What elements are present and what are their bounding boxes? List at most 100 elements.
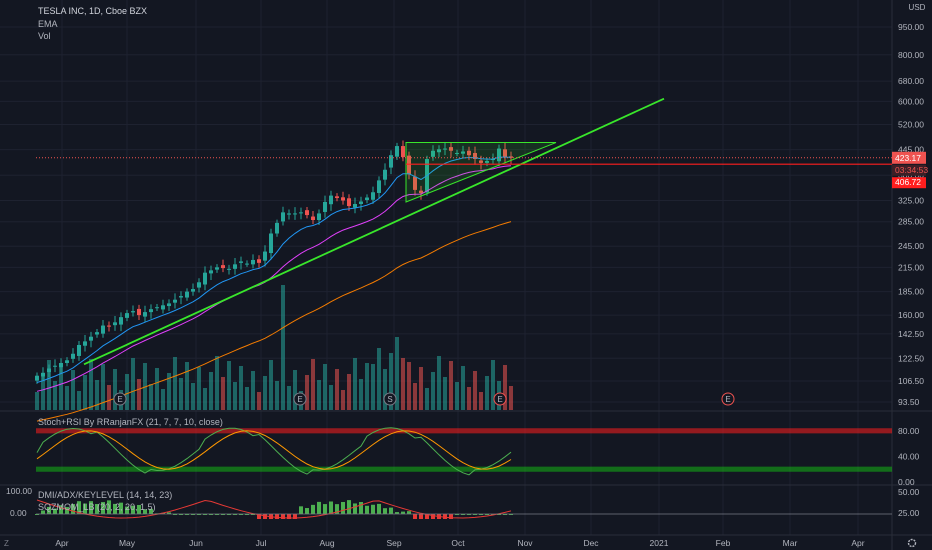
symbol-legend[interactable]: TESLA INC, 1D, Cboe BZX	[38, 6, 148, 16]
dmi-legend[interactable]: DMI/ADX/KEYLEVEL (14, 14, 23)	[38, 490, 173, 500]
candle-body-5	[65, 360, 69, 363]
volume-bar-72	[467, 387, 471, 410]
sqzmom-bar-70	[455, 514, 459, 515]
sqzmom-bar-9	[89, 501, 93, 514]
last-price-badge	[892, 151, 926, 164]
volume-bar-4	[59, 365, 63, 410]
volume-bar-36	[251, 371, 255, 410]
candle-body-12	[107, 325, 111, 327]
volume-bar-8	[83, 375, 87, 410]
sqzmom-bar-45	[305, 508, 309, 514]
sqzmom-bar-15	[125, 506, 129, 514]
volume-bar-27	[197, 367, 201, 410]
sqzmom-bar-77	[497, 514, 501, 515]
sqzmom-bar-34	[239, 514, 243, 515]
price-tick-0: 950.00	[898, 22, 924, 32]
sqzmom-bar-2	[47, 506, 51, 514]
candle-body-25	[185, 291, 189, 298]
candle-body-28	[203, 272, 207, 285]
sqzmom-bar-14	[119, 502, 123, 514]
sqzmom-bar-38	[263, 514, 267, 519]
volume-bar-9	[89, 359, 93, 410]
event-marker-label-2: S	[387, 395, 392, 404]
volume-bar-58	[383, 369, 387, 410]
volume-bar-28	[203, 388, 207, 410]
volume-bar-75	[485, 376, 489, 410]
sqzmom-bar-57	[377, 503, 381, 514]
sqzmom-legend[interactable]: SQZMOM_LB (20, 2, 20, 1.5)	[38, 502, 156, 512]
candle-body-53	[353, 204, 357, 208]
candle-body-64	[419, 190, 423, 194]
volume-bar-49	[329, 385, 333, 410]
candle-body-9	[89, 336, 93, 341]
candle-body-38	[263, 251, 267, 261]
sqzmom-bar-16	[131, 505, 135, 514]
candle-body-4	[59, 362, 63, 368]
sqzmom-bar-3	[53, 508, 57, 514]
candle-body-56	[371, 192, 375, 200]
volume-bar-33	[233, 382, 237, 410]
ema-mid-line	[36, 165, 512, 392]
candle-body-35	[245, 263, 249, 265]
volume-bar-47	[317, 380, 321, 410]
event-marker-label-3: E	[497, 395, 502, 404]
volume-bar-73	[473, 371, 477, 410]
sqzmom-bar-52	[347, 500, 351, 514]
price-tick-14: 122.50	[898, 353, 924, 363]
sqzmom-bar-43	[293, 514, 297, 519]
candle-body-67	[437, 149, 441, 153]
sqzmom-bar-18	[143, 509, 147, 514]
candle-body-21	[161, 305, 165, 310]
candle-body-15	[125, 313, 129, 318]
sqzmom-bar-71	[461, 514, 465, 515]
vol-legend[interactable]: Vol	[38, 31, 51, 41]
sqzmom-bar-49	[329, 501, 333, 514]
candle-body-23	[173, 299, 177, 303]
volume-bar-65	[425, 388, 429, 410]
sqzmom-bar-62	[407, 511, 411, 514]
candle-body-24	[179, 296, 183, 298]
volume-bar-67	[437, 356, 441, 410]
volume-bar-35	[245, 387, 249, 410]
sqzmom-bar-42	[287, 514, 291, 519]
sqzmom-bar-60	[395, 512, 399, 514]
candle-body-70	[455, 152, 459, 154]
event-marker-label-0: E	[117, 395, 122, 404]
candle-body-8	[83, 341, 87, 346]
candle-body-68	[443, 148, 447, 150]
sqzmom-bar-58	[383, 508, 387, 514]
candle-body-2	[47, 368, 51, 373]
volume-bar-45	[305, 375, 309, 410]
ema-legend[interactable]: EMA	[38, 19, 58, 29]
candle-body-33	[233, 264, 237, 269]
candle-body-44	[299, 212, 303, 214]
price-tick-9: 245.00	[898, 241, 924, 251]
volume-bar-41	[281, 285, 285, 410]
sqzmom-bar-35	[245, 514, 249, 515]
price-tick-7: 325.00	[898, 195, 924, 205]
volume-bar-51	[341, 390, 345, 410]
candle-body-39	[269, 233, 273, 254]
volume-bar-69	[449, 361, 453, 410]
sqzmom-bar-28	[203, 514, 207, 515]
candle-body-77	[497, 148, 501, 162]
volume-bar-54	[359, 379, 363, 410]
gear-icon[interactable]	[907, 538, 917, 548]
sqzmom-bar-25	[185, 514, 189, 515]
stoch-rsi-legend[interactable]: Stoch+RSI By RRanjanFX (21, 7, 7, 10, cl…	[38, 417, 223, 427]
sqzmom-bar-27	[197, 514, 201, 515]
sqzmom-bar-13	[113, 503, 117, 514]
price-tick-16: 93.50	[898, 397, 920, 407]
volume-bar-78	[503, 365, 507, 410]
stoch-upper-band	[36, 428, 892, 434]
adx-line	[36, 499, 512, 519]
volume-bar-71	[461, 366, 465, 410]
candle-body-41	[281, 212, 285, 222]
price-tick-1: 800.00	[898, 50, 924, 60]
candle-body-72	[467, 150, 471, 156]
sqzmom-bar-46	[311, 504, 315, 514]
volume-bar-48	[323, 364, 327, 410]
candle-body-52	[347, 198, 351, 207]
